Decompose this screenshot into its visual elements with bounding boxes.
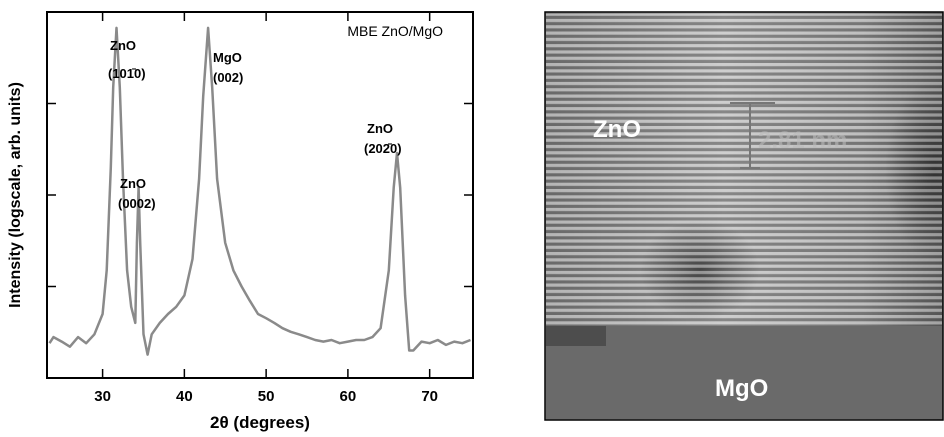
peak-label: ZnO: [110, 38, 136, 53]
image-shade: [546, 326, 606, 346]
scale-label: 2.81 nm: [758, 127, 847, 154]
image-label: MgO: [715, 375, 768, 402]
x-axis-title: 2θ (degrees): [210, 413, 310, 432]
x-tick-label: 30: [94, 388, 111, 405]
peak-label: ZnO: [367, 121, 393, 136]
y-axis-title: Intensity (logscale, arb. units): [7, 82, 24, 308]
data-line: [48, 26, 471, 356]
peak-label: (101̄0): [108, 66, 146, 81]
image-label: ZnO: [593, 116, 641, 143]
peak-label: (0002): [118, 196, 156, 211]
peak-label: MgO: [213, 50, 242, 65]
chart-title: MBE ZnO/MgO: [347, 23, 443, 39]
x-tick-label: 50: [258, 388, 275, 405]
lattice-fringes: [546, 14, 942, 326]
tem-image: ZnO MgO 2.81 nm: [544, 11, 944, 421]
x-tick-label: 60: [340, 388, 357, 405]
peak-label: (002): [213, 70, 243, 85]
peak-label: ZnO: [120, 176, 146, 191]
substrate-region: [546, 326, 942, 419]
x-tick-label: 70: [421, 388, 438, 405]
peak-label: (202̄0): [364, 141, 402, 156]
x-tick-label: 40: [176, 388, 193, 405]
